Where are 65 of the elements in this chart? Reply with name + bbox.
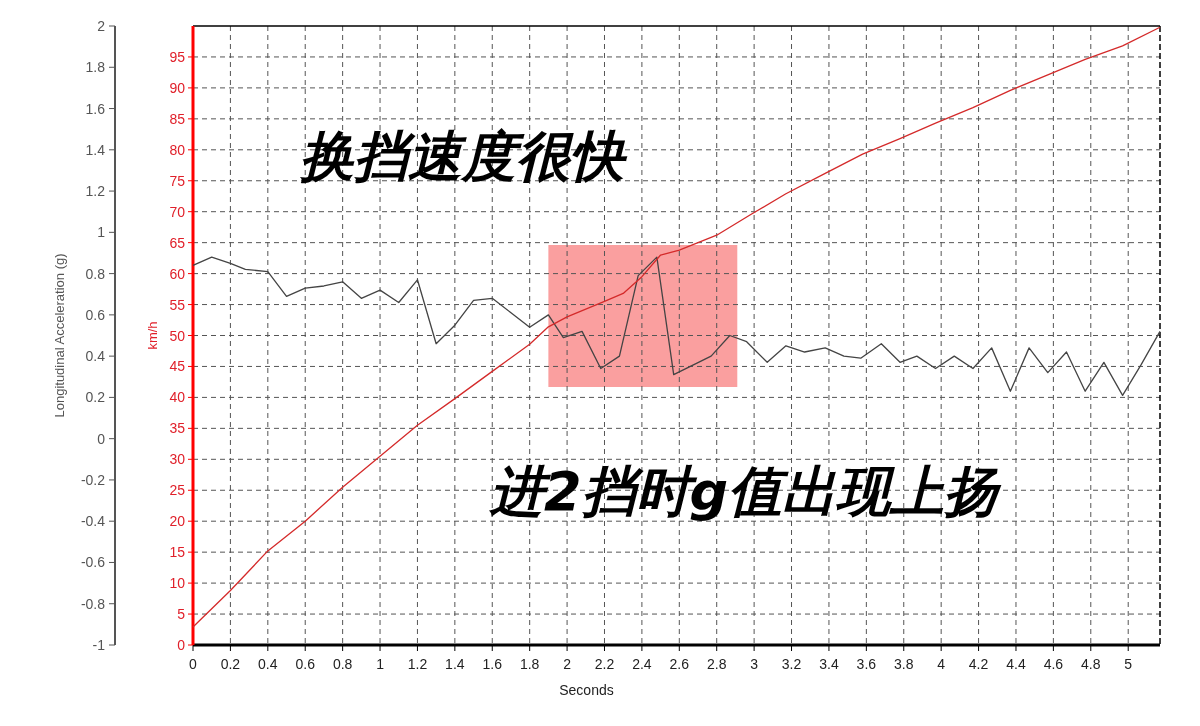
y-tick-label: 0.8 <box>85 265 106 282</box>
y-tick-label: 1.6 <box>85 100 106 117</box>
y2-tick-label: 85 <box>169 110 186 127</box>
y2-tick-label: 20 <box>169 513 186 530</box>
x-tick-label: 0.4 <box>258 656 278 672</box>
y2-tick-label: 10 <box>169 575 186 592</box>
y-axis-title: Longitudinal Acceleration (g) <box>52 253 67 418</box>
y2-tick-label: 60 <box>169 265 186 282</box>
x-tick-label: 2.4 <box>632 656 652 672</box>
y2-tick-label: 50 <box>169 327 186 344</box>
x-axis-title: Seconds <box>559 682 614 698</box>
y2-tick-label: 75 <box>169 172 186 189</box>
x-tick-label: 4 <box>937 656 946 672</box>
x-tick-label: 4.4 <box>1006 656 1026 672</box>
x-tick-label: 1.8 <box>519 656 540 672</box>
y2-tick-label: 30 <box>169 451 186 468</box>
y-tick-label: -1 <box>92 637 106 653</box>
y-tick-label: -0.8 <box>80 595 106 612</box>
y-tick-label: 1.2 <box>85 183 106 200</box>
x-tick-label: 3.8 <box>894 656 914 672</box>
y-tick-label: 0.6 <box>85 306 106 323</box>
y2-tick-label: 40 <box>169 389 186 406</box>
y-tick-label: 1 <box>97 224 106 241</box>
x-tick-label: 2.6 <box>669 656 690 672</box>
y2-axis-title: km/h <box>145 321 160 350</box>
x-tick-label: 0.8 <box>332 656 353 672</box>
y-tick-label: 0 <box>97 430 106 447</box>
x-tick-label: 5 <box>1124 656 1133 672</box>
y2-tick-label: 15 <box>169 544 186 561</box>
y2-tick-label: 45 <box>169 358 186 375</box>
x-tick-label: 2.2 <box>594 656 615 672</box>
y2-tick-label: 90 <box>169 79 186 96</box>
y2-tick-label: 35 <box>169 420 186 437</box>
x-tick-label: 4.8 <box>1081 656 1101 672</box>
x-tick-label: 4.6 <box>1043 656 1064 672</box>
x-tick-label: 0.6 <box>295 656 316 672</box>
y2-tick-label: 80 <box>169 141 186 158</box>
y2-tick-label: 55 <box>169 296 186 313</box>
y-tick-label: -0.6 <box>80 554 106 571</box>
y2-tick-label: 65 <box>169 234 186 251</box>
y-tick-label: 1.8 <box>85 59 106 76</box>
x-tick-label: 3 <box>750 656 759 672</box>
y-tick-label: -0.4 <box>80 513 106 530</box>
x-tick-label: 2.8 <box>706 656 727 672</box>
x-tick-label: 1.2 <box>407 656 428 672</box>
y-tick-label: 1.4 <box>85 141 106 158</box>
y2-tick-label: 0 <box>177 637 186 653</box>
y2-tick-label: 5 <box>177 606 186 623</box>
y-tick-label: 0.2 <box>85 389 106 406</box>
x-tick-label: 3.2 <box>781 656 802 672</box>
x-tick-label: 0 <box>189 656 198 672</box>
x-tick-label: 1.4 <box>445 656 465 672</box>
y-tick-label: 2 <box>97 18 106 34</box>
x-tick-label: 1 <box>376 656 385 672</box>
y2-tick-label: 25 <box>169 482 186 499</box>
x-tick-label: 2 <box>563 656 572 672</box>
x-tick-label: 3.4 <box>819 656 839 672</box>
y2-tick-label: 70 <box>169 203 186 220</box>
x-tick-label: 3.6 <box>856 656 877 672</box>
y2-tick-label: 95 <box>169 48 186 65</box>
y-tick-label: -0.2 <box>80 471 106 488</box>
x-tick-label: 0.2 <box>220 656 241 672</box>
y-tick-label: 0.4 <box>85 348 106 365</box>
x-tick-label: 1.6 <box>482 656 503 672</box>
x-tick-label: 4.2 <box>968 656 989 672</box>
